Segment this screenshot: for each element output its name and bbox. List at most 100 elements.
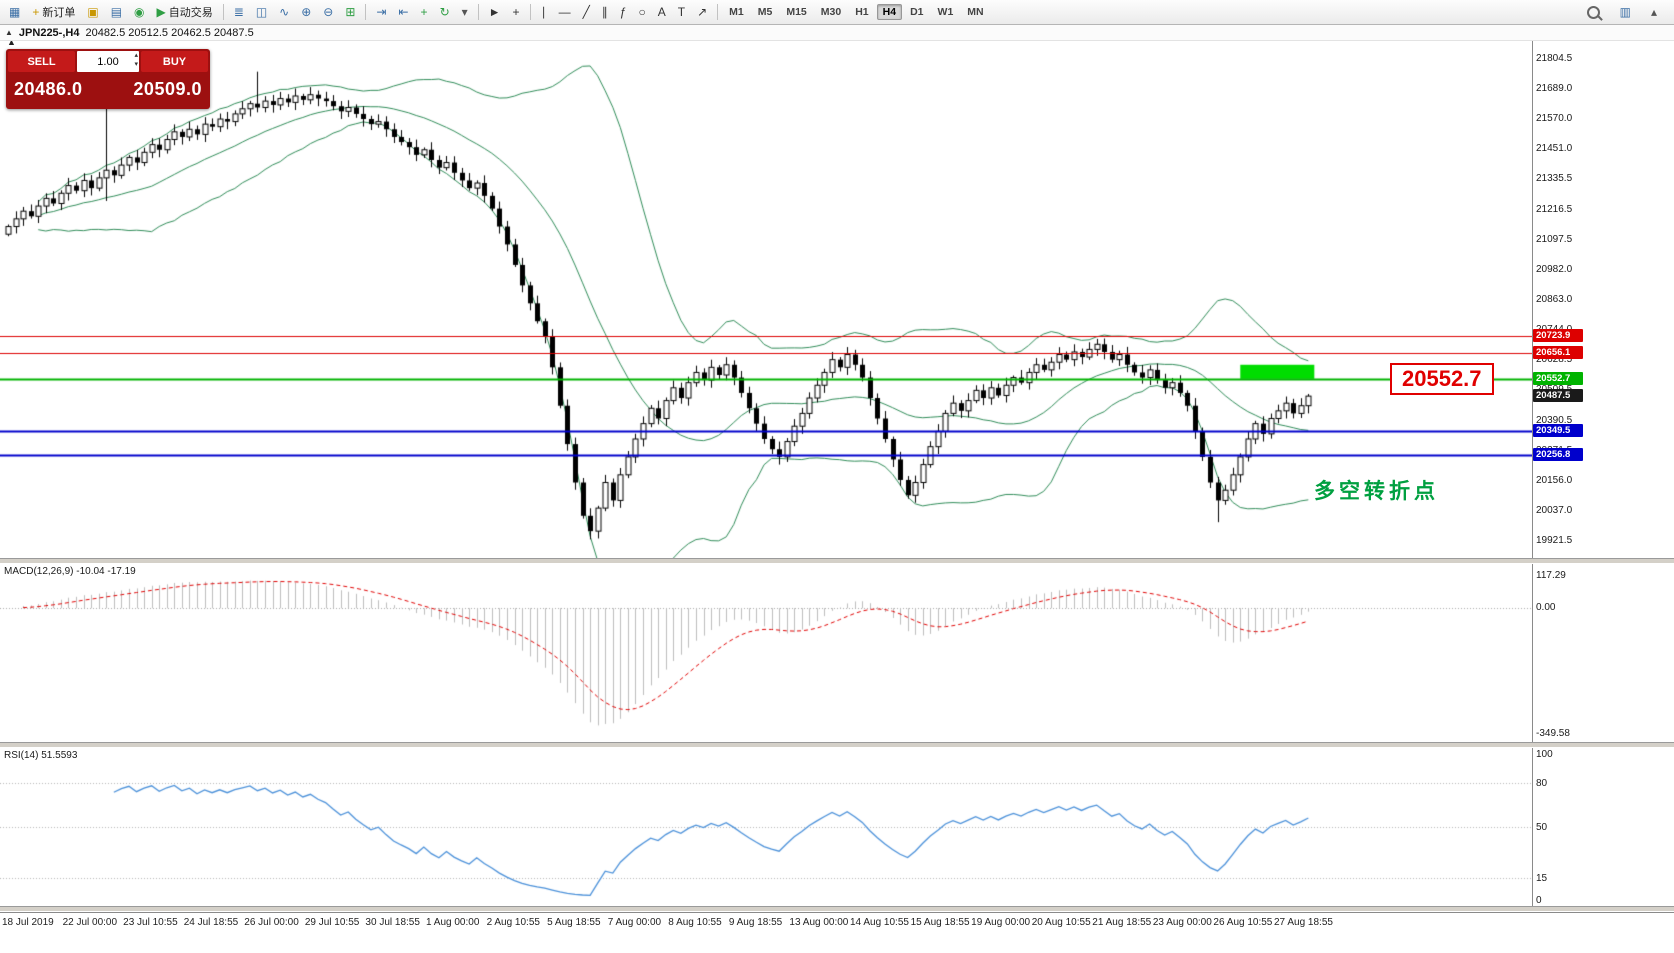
rsi-axis[interactable]: 100 80 50 15 0 bbox=[1533, 748, 1674, 906]
chart-shift-icon: ⇤ bbox=[398, 5, 409, 19]
data-folder-icon: ◉ bbox=[134, 5, 145, 19]
time-label: 15 Aug 18:55 bbox=[910, 917, 970, 928]
crosshair-icon: + bbox=[512, 5, 520, 19]
data-folder-button[interactable]: ◉ bbox=[129, 1, 149, 23]
period-refresh-button[interactable]: ↻ bbox=[435, 1, 455, 23]
sell-button[interactable]: SELL bbox=[8, 51, 75, 72]
cursor-button[interactable]: ► bbox=[484, 1, 506, 23]
text-label-icon: T bbox=[677, 5, 686, 19]
new-order-button[interactable]: + 新订单 bbox=[27, 1, 80, 23]
arrows-icon: ↗ bbox=[697, 5, 708, 19]
timeframe-H4[interactable]: H4 bbox=[876, 4, 903, 20]
price-line-tag: 20656.1 bbox=[1533, 345, 1583, 359]
rsi-tick: 80 bbox=[1536, 778, 1548, 790]
volume-down-button[interactable]: ▾ bbox=[134, 61, 138, 68]
price-axis[interactable]: 21804.5 21689.0 21570.0 21451.0 21335.5 21216… bbox=[1533, 41, 1674, 558]
panel-separator[interactable] bbox=[0, 558, 1674, 564]
print-button[interactable]: ▤ bbox=[106, 1, 127, 23]
timeframe-D1[interactable]: D1 bbox=[910, 6, 924, 18]
price-tick: 20628.5 bbox=[1536, 354, 1573, 366]
panel-separator[interactable] bbox=[0, 906, 1674, 912]
price-tick: 20390.5 bbox=[1536, 414, 1573, 426]
new-order-button-label: 新订单 bbox=[42, 7, 76, 19]
rsi-label: RSI(14) 51.5593 bbox=[4, 750, 78, 761]
time-label: 26 Aug 10:55 bbox=[1213, 917, 1273, 928]
bars-chart-button[interactable]: ≣ bbox=[229, 1, 249, 23]
zoom-out-button[interactable]: ⊖ bbox=[318, 1, 338, 23]
search-button[interactable] bbox=[1582, 1, 1605, 23]
volume-up-button[interactable]: ▴ bbox=[134, 52, 138, 59]
chart-profile-icon: ▥ bbox=[1619, 5, 1631, 19]
horizontal-line-icon: ― bbox=[558, 5, 571, 19]
time-label: 2 Aug 10:55 bbox=[486, 917, 540, 928]
toolbar-overflow-icon: ▴ bbox=[1650, 5, 1657, 19]
chart-ohlc-values: 20482.5 20512.5 20462.5 20487.5 bbox=[85, 26, 254, 39]
add-indicator-button[interactable]: + bbox=[416, 1, 433, 23]
timeframe-M30[interactable]: M30 bbox=[820, 6, 842, 18]
add-indicator-icon: + bbox=[420, 5, 428, 19]
time-label: 13 Aug 00:00 bbox=[789, 917, 849, 928]
chart-profile-button[interactable]: ▥ bbox=[1615, 1, 1636, 23]
chart-screenshot-button[interactable]: ▣ bbox=[82, 1, 103, 23]
toolbar-separator bbox=[717, 4, 719, 20]
vertical-line-button[interactable]: ∣ bbox=[536, 1, 552, 23]
buy-price[interactable]: 20509.0 bbox=[133, 79, 202, 99]
print-icon: ▤ bbox=[110, 5, 123, 19]
time-label: 23 Aug 00:00 bbox=[1152, 917, 1212, 928]
new-chart-button[interactable]: ▦ bbox=[4, 1, 25, 23]
toolbar-overflow-button[interactable]: ▴ bbox=[1646, 1, 1662, 23]
tile-windows-button[interactable]: ⊞ bbox=[340, 1, 360, 23]
autotrading-icon: ▶ bbox=[156, 5, 166, 19]
shapes-button[interactable]: ○ bbox=[633, 1, 650, 23]
collapse-icon[interactable]: ▲ bbox=[5, 28, 13, 37]
time-label: 5 Aug 18:55 bbox=[547, 917, 601, 928]
autotrading-button-label: 自动交易 bbox=[168, 7, 213, 19]
toolbar-separator bbox=[529, 4, 531, 20]
zoom-in-button[interactable]: ⊕ bbox=[296, 1, 316, 23]
timeframe-H1[interactable]: H1 bbox=[855, 6, 869, 18]
auto-scroll-button[interactable]: ⇥ bbox=[371, 1, 391, 23]
text-button[interactable]: A bbox=[653, 1, 671, 23]
timeframe-M5[interactable]: M5 bbox=[757, 6, 773, 18]
chart-symbol-title: JPN225-,H4 bbox=[18, 26, 80, 39]
timeframe-M1[interactable]: M1 bbox=[729, 6, 744, 18]
text-label-button[interactable]: T bbox=[673, 1, 690, 23]
time-label: 7 Aug 00:00 bbox=[607, 917, 662, 928]
time-label: 24 Jul 18:55 bbox=[183, 917, 239, 928]
price-tick: 20982.0 bbox=[1536, 263, 1573, 275]
rsi-tick: 0 bbox=[1536, 895, 1542, 906]
tile-windows-icon: ⊞ bbox=[345, 5, 356, 19]
timeframe-M15[interactable]: M15 bbox=[786, 6, 807, 18]
sell-price[interactable]: 20486.0 bbox=[14, 79, 83, 99]
price-chart-canvas[interactable] bbox=[0, 41, 1532, 558]
macd-axis[interactable]: 117.29 0.00 -349.58 bbox=[1533, 564, 1674, 742]
time-label: 18 Jul 2019 bbox=[2, 917, 54, 928]
horizontal-line-button[interactable]: ― bbox=[554, 1, 576, 23]
autotrading-button[interactable]: ▶ 自动交易 bbox=[152, 1, 218, 23]
timeframe-W1[interactable]: W1 bbox=[937, 6, 954, 18]
arrows-button[interactable]: ↗ bbox=[692, 1, 712, 23]
line-chart-button[interactable]: ∿ bbox=[274, 1, 294, 23]
panel-separator[interactable] bbox=[0, 742, 1674, 748]
fibonacci-button[interactable]: ƒ bbox=[615, 1, 632, 23]
chart-shift-button[interactable]: ⇤ bbox=[393, 1, 413, 23]
buy-button[interactable]: BUY bbox=[141, 51, 208, 72]
time-label: 1 Aug 00:00 bbox=[426, 917, 480, 928]
volume-input[interactable]: 1.00 ▴ ▾ bbox=[77, 51, 139, 72]
time-axis[interactable]: 18 Jul 2019 22 Jul 00:00 23 Jul 10:55 24 Ju… bbox=[0, 912, 1674, 933]
bottom-spacer bbox=[0, 933, 1674, 953]
rsi-chart-canvas[interactable] bbox=[0, 748, 1532, 906]
timeframe-MN[interactable]: MN bbox=[967, 6, 984, 18]
channel-button[interactable]: ∥ bbox=[597, 1, 613, 23]
trade-panel-collapse-icon[interactable]: ▲ bbox=[7, 41, 16, 47]
toolbar-separator bbox=[222, 4, 224, 20]
channel-icon: ∥ bbox=[601, 5, 608, 19]
toolbar-buttons: ▦ + 新订单 ▣ ▤ ◉ ▶ 自动交易 ≣ ◫ ∿ ⊕ ⊖ ⊞ ⇥ ⇤ + ↻ ▾ ► + ∣ ― ╱ ∥ ƒ ○ A T ↗ bbox=[3, 1, 722, 23]
templates-button[interactable]: ▾ bbox=[457, 1, 473, 23]
price-tick: 21335.5 bbox=[1536, 173, 1573, 185]
trendline-button[interactable]: ╱ bbox=[578, 1, 595, 23]
timeframe-toolbar: M1 M5 M15 M30 H1 H4 D1 W1 MN bbox=[722, 4, 990, 20]
candlestick-chart-button[interactable]: ◫ bbox=[251, 1, 272, 23]
crosshair-button[interactable]: + bbox=[508, 1, 525, 23]
macd-chart-canvas[interactable] bbox=[0, 564, 1532, 742]
